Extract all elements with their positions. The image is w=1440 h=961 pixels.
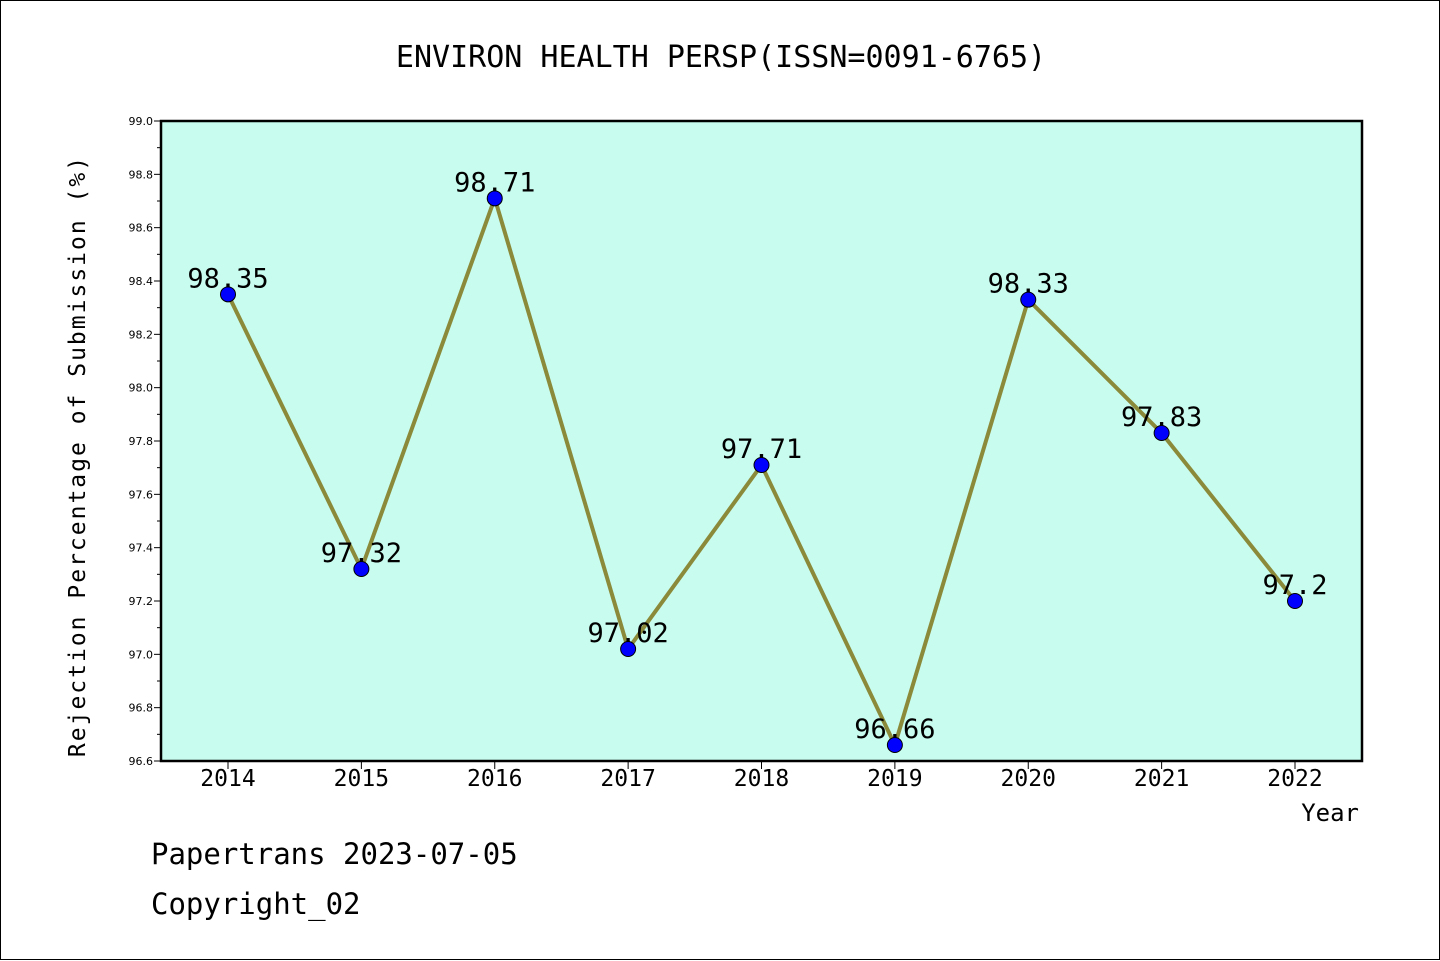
data-label: 97.32 bbox=[321, 538, 402, 569]
chart-title: ENVIRON HEALTH PERSP(ISSN=0091-6765) bbox=[396, 40, 1046, 75]
data-points bbox=[220, 190, 1303, 753]
data-label: 98.35 bbox=[187, 263, 268, 294]
series-line-segment bbox=[226, 292, 364, 571]
x-tick-label: 2016 bbox=[467, 766, 522, 792]
x-tick-label: 2017 bbox=[600, 766, 655, 792]
data-label: 96.66 bbox=[854, 714, 935, 745]
y-tick-label: 98.4 bbox=[129, 275, 154, 288]
series-rejection-percentage bbox=[226, 196, 1297, 747]
x-tick-label: 2019 bbox=[867, 766, 922, 792]
data-point bbox=[486, 190, 503, 207]
series-line-segment bbox=[1159, 431, 1297, 603]
data-label: 97.02 bbox=[587, 618, 668, 649]
series-line-segment bbox=[1026, 297, 1164, 435]
data-point bbox=[353, 561, 370, 577]
x-tick-label: 2021 bbox=[1134, 766, 1189, 792]
y-tick-label: 97.2 bbox=[129, 595, 154, 608]
data-labels: 98.35 97.32 98.71 97.02 97.71 96.66 98.33 97.83… bbox=[187, 167, 1327, 745]
y-tick-label: 96.6 bbox=[129, 755, 154, 768]
x-tick-label: 2022 bbox=[1267, 766, 1322, 792]
data-label: 97.2 bbox=[1262, 570, 1327, 601]
y-tick-label: 96.8 bbox=[129, 702, 154, 715]
data-point bbox=[1287, 593, 1303, 609]
data-point bbox=[1153, 425, 1170, 441]
series-line-segment bbox=[359, 196, 497, 571]
x-tick-label: 2020 bbox=[1001, 766, 1056, 792]
x-tick-label: 2018 bbox=[734, 766, 789, 792]
plot-area bbox=[159, 119, 1364, 763]
x-tick-label: 2014 bbox=[200, 766, 255, 792]
y-tick-label: 99.0 bbox=[129, 115, 154, 128]
x-axis: 2014 2015 2016 2017 2018 2019 2020 2021 2022 bbox=[200, 761, 1323, 792]
data-point bbox=[753, 457, 770, 473]
y-tick-label: 98.2 bbox=[129, 328, 154, 341]
data-point bbox=[220, 286, 236, 303]
y-tick-label: 98.8 bbox=[129, 168, 154, 181]
data-point bbox=[886, 737, 903, 753]
y-tick-label: 97.6 bbox=[129, 488, 154, 501]
y-tick-label: 98.6 bbox=[129, 222, 154, 235]
series-line-segment bbox=[626, 463, 764, 651]
data-point bbox=[1020, 291, 1037, 308]
data-label: 97.83 bbox=[1121, 402, 1202, 433]
series-line-segment bbox=[759, 463, 897, 747]
series-line-segment bbox=[492, 196, 631, 651]
y-tick-label: 97.4 bbox=[129, 542, 154, 555]
y-tick-label: 98.0 bbox=[129, 382, 154, 395]
data-label: 98.71 bbox=[454, 167, 535, 198]
y-tick-label: 97.8 bbox=[129, 435, 154, 448]
data-label: 97.71 bbox=[721, 434, 802, 465]
x-axis-label: Year bbox=[1301, 799, 1359, 827]
y-axis: 96.6 96.8 97.0 97.2 97.4 97.6 97.8 98.0 98.2 98.4… bbox=[129, 115, 161, 768]
footer-copyright: Copyright_02 bbox=[151, 887, 361, 921]
y-axis-label: Rejection Percentage of Submission (%) bbox=[65, 155, 91, 757]
y-tick-label: 97.0 bbox=[129, 648, 154, 661]
data-point bbox=[620, 641, 637, 657]
footer-papertrans-date: Papertrans 2023-07-05 bbox=[151, 837, 518, 871]
x-tick-label: 2015 bbox=[334, 766, 389, 792]
data-label: 98.33 bbox=[988, 269, 1069, 300]
series-line-segment bbox=[892, 297, 1031, 747]
